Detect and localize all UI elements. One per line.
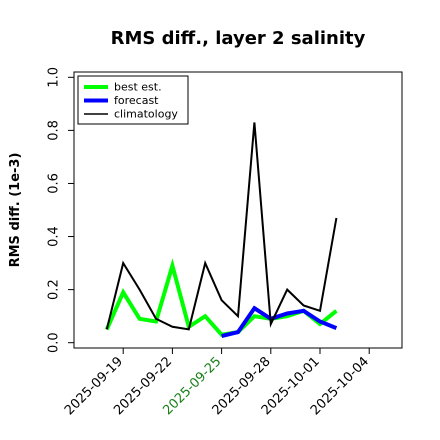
y-tick-label: 0.2 [47,279,62,300]
series-line-forecast [221,305,338,339]
y-tick-label: 0.6 [47,173,62,194]
legend-label-forecast: forecast [114,94,159,107]
plot-area [73,71,403,349]
series-line-climatology [105,122,338,331]
y-axis-label: RMS diff. (1e-3) [8,153,23,268]
legend-label-climatology: climatology [114,108,178,121]
series-lines [104,122,338,339]
y-tick-label: 0.8 [47,120,62,141]
legend-label-best-est: best est. [114,81,162,94]
y-axis-ticks: 0.0 0.2 0.4 0.6 0.8 1.0 [47,67,74,353]
x-axis-ticks: 2025-09-192025-09-222025-09-252025-09-28… [62,348,372,418]
chart-title: RMS diff., layer 2 salinity [111,28,366,49]
y-tick-label: 1.0 [47,67,62,88]
y-tick-label: 0.4 [47,226,62,247]
y-tick-label: 0.0 [47,332,62,353]
